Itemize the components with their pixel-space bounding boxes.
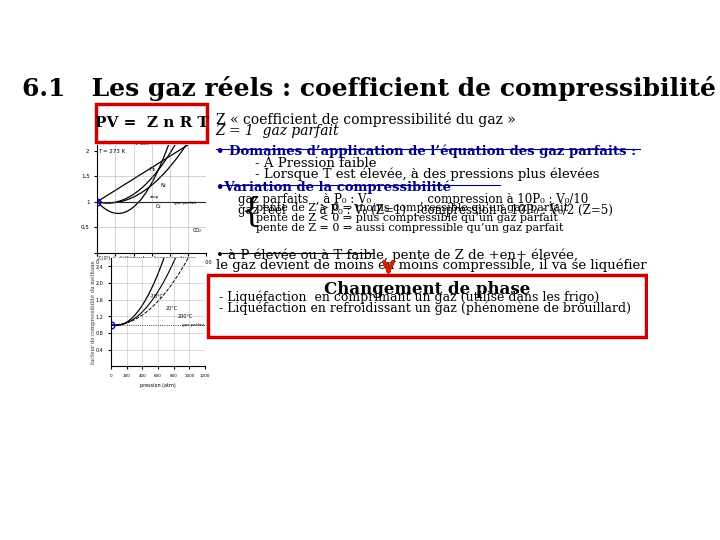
FancyBboxPatch shape — [96, 104, 207, 141]
Text: {: { — [240, 195, 262, 227]
Text: - Lorsque T est élevée, à des pressions plus élevées: - Lorsque T est élevée, à des pressions … — [238, 167, 599, 181]
Text: 6.1   Les gaz réels : coefficient de compressibilité: 6.1 Les gaz réels : coefficient de compr… — [22, 77, 716, 102]
Text: gaz réel       , à P₀ : V₀ (Z=1)  , compression à 10P₀ : V₀/2 (Z=5): gaz réel , à P₀ : V₀ (Z=1) , compression… — [238, 203, 613, 217]
Text: gaz parfaits  , à P₀ : V₀             , compression à 10P₀ : V₀/10: gaz parfaits , à P₀ : V₀ , compression à… — [238, 193, 588, 206]
Text: Z « coefficient de compressibilité du gaz »: Z « coefficient de compressibilité du ga… — [215, 112, 516, 127]
Text: pente de Z > 0 ⇒ moins compressible qu’un gaz parfait: pente de Z > 0 ⇒ moins compressible qu’u… — [256, 203, 568, 213]
Text: Z(P) à différentes températures: Z(P) à différentes températures — [97, 255, 197, 261]
Text: - Liquéfaction en refroidissant un gaz (phénomène de brouillard): - Liquéfaction en refroidissant un gaz (… — [220, 302, 631, 315]
Text: Z(P) pour différents gaz: Z(P) pour différents gaz — [97, 144, 182, 152]
Text: •Variation de la compressibilité: •Variation de la compressibilité — [215, 180, 451, 194]
Text: le gaz devient de moins en moins compressible, il va se liquéfier: le gaz devient de moins en moins compres… — [215, 259, 646, 272]
Text: Z = 1  gaz parfait: Z = 1 gaz parfait — [215, 124, 339, 138]
Text: PV =  Z n R T: PV = Z n R T — [94, 116, 208, 130]
FancyBboxPatch shape — [208, 275, 647, 337]
Text: - Liquéfaction  en comprimant un gaz (utilisé dans les frigo): - Liquéfaction en comprimant un gaz (uti… — [220, 291, 600, 305]
Text: pente de Z < 0 ⇒ plus compressible qu’un gaz parfait: pente de Z < 0 ⇒ plus compressible qu’un… — [256, 213, 558, 223]
Text: - À Pression faible: - À Pression faible — [238, 157, 377, 170]
Text: facteur de compressibilité du méthane: facteur de compressibilité du méthane — [90, 260, 96, 364]
Text: pente de Z = 0 ⇒ aussi compressible qu’un gaz parfait: pente de Z = 0 ⇒ aussi compressible qu’u… — [256, 223, 564, 233]
Text: Changement de phase: Changement de phase — [325, 281, 531, 298]
Text: • Domaines d’application de l’équation des gaz parfaits :: • Domaines d’application de l’équation d… — [215, 145, 636, 158]
Text: • à P élevée ou à T faible, pente de Z de +en+ élevée,: • à P élevée ou à T faible, pente de Z d… — [215, 248, 577, 262]
